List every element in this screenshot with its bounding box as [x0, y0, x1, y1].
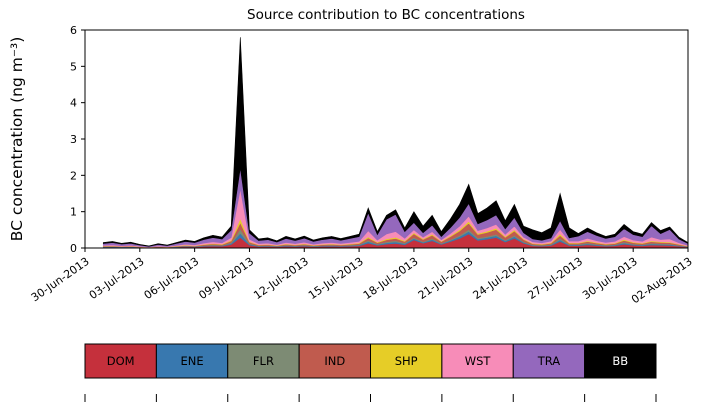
- legend-item-BB: BB: [584, 343, 657, 379]
- legend-label-IND: IND: [324, 354, 345, 368]
- legend-item-DOM: DOM: [84, 343, 157, 379]
- legend-item-SHP: SHP: [370, 343, 443, 379]
- y-tick-label: 6: [70, 24, 77, 37]
- x-tick-label: 27-Jul-2013: [525, 255, 585, 302]
- legend-label-SHP: SHP: [395, 354, 418, 368]
- legend-item-ENE: ENE: [155, 343, 229, 379]
- legend-label-BB: BB: [612, 354, 628, 368]
- y-tick-label: 5: [70, 60, 77, 73]
- x-tick-label: 09-Jul-2013: [196, 255, 256, 302]
- legend-label-TRA: TRA: [537, 354, 561, 368]
- legend-label-FLR: FLR: [253, 354, 274, 368]
- legend-swatch-IND: [298, 343, 372, 379]
- y-tick-label: 4: [70, 97, 77, 110]
- x-tick-label: 12-Jul-2013: [251, 255, 311, 302]
- legend: DOM ENE FLR IND SHP WST TRA BB: [84, 343, 657, 402]
- y-tick-label: 2: [70, 169, 77, 182]
- y-axis-label: BC concentration (ng m⁻³): [8, 37, 26, 242]
- y-tick-label: 3: [70, 133, 77, 146]
- area-BB: [102, 37, 689, 247]
- legend-swatch-FLR: [227, 343, 300, 379]
- legend-swatch-ENE: [155, 343, 229, 379]
- y-tick-label: 1: [70, 206, 77, 219]
- chart-title: Source contribution to BC concentrations: [247, 7, 525, 23]
- legend-item-FLR: FLR: [227, 343, 300, 379]
- legend-item-WST: WST: [441, 343, 514, 379]
- stacked-areas: [102, 37, 689, 249]
- x-tick-label: 02-Aug-2013: [629, 255, 695, 306]
- x-tick-label: 21-Jul-2013: [416, 255, 476, 302]
- y-tick-label: 0: [70, 242, 77, 255]
- legend-label-ENE: ENE: [180, 354, 203, 368]
- legend-swatch-SHP: [370, 343, 443, 379]
- axes: 0 1 2 3 4 5 6 30-Jun-201303-Jul-201306-Jul-2013…: [29, 24, 695, 306]
- x-tick-label: 18-Jul-2013: [361, 255, 421, 302]
- legend-item-IND: IND: [298, 343, 372, 379]
- x-tick-label: 03-Jul-2013: [87, 255, 147, 302]
- legend-swatch-TRA: [512, 343, 586, 379]
- x-tick-label: 06-Jul-2013: [142, 255, 202, 302]
- legend-item-TRA: TRA: [512, 343, 586, 379]
- legend-swatch-DOM: [84, 343, 157, 379]
- legend-label-DOM: DOM: [107, 354, 135, 368]
- x-tick-label: 30-Jun-2013: [29, 255, 92, 304]
- legend-swatch-WST: [441, 343, 514, 379]
- legend-label-WST: WST: [465, 354, 492, 368]
- legend-swatch-BB: [584, 343, 657, 379]
- x-tick-label: 24-Jul-2013: [471, 255, 531, 302]
- x-tick-label: 15-Jul-2013: [306, 255, 366, 302]
